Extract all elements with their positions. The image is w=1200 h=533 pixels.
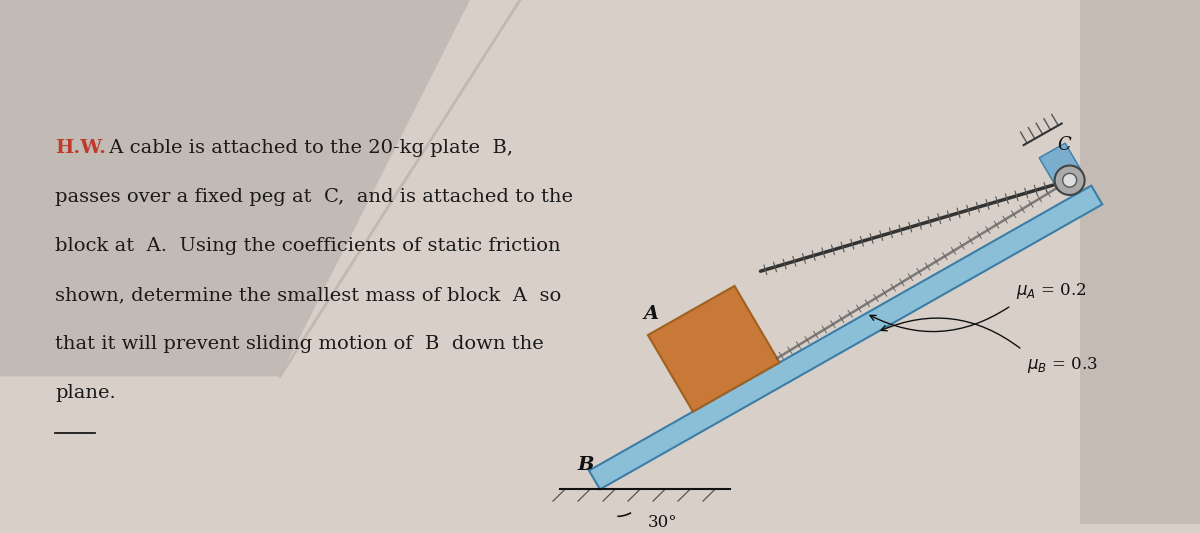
Text: that it will prevent sliding motion of  B  down the: that it will prevent sliding motion of B… <box>55 335 544 353</box>
Circle shape <box>1055 166 1085 195</box>
Text: C: C <box>1057 136 1072 154</box>
Text: shown, determine the smallest mass of block  A  so: shown, determine the smallest mass of bl… <box>55 286 562 304</box>
Text: B: B <box>577 456 594 474</box>
Polygon shape <box>648 286 780 411</box>
Polygon shape <box>589 185 1103 489</box>
Text: A: A <box>643 305 659 323</box>
Text: 30°: 30° <box>647 514 677 531</box>
Polygon shape <box>0 0 470 376</box>
Text: $\mu_B$ = 0.3: $\mu_B$ = 0.3 <box>1027 354 1098 375</box>
Text: passes over a fixed peg at  C,  and is attached to the: passes over a fixed peg at C, and is att… <box>55 188 574 206</box>
Polygon shape <box>1080 0 1200 524</box>
Text: A cable is attached to the 20-kg plate  B,: A cable is attached to the 20-kg plate B… <box>103 139 514 157</box>
Text: H.W.: H.W. <box>55 139 106 157</box>
Text: block at  A.  Using the coefficients of static friction: block at A. Using the coefficients of st… <box>55 237 560 255</box>
Circle shape <box>1063 173 1076 187</box>
Polygon shape <box>1039 143 1082 188</box>
Text: $\mu_A$ = 0.2: $\mu_A$ = 0.2 <box>1016 280 1086 301</box>
Text: plane.: plane. <box>55 384 115 402</box>
